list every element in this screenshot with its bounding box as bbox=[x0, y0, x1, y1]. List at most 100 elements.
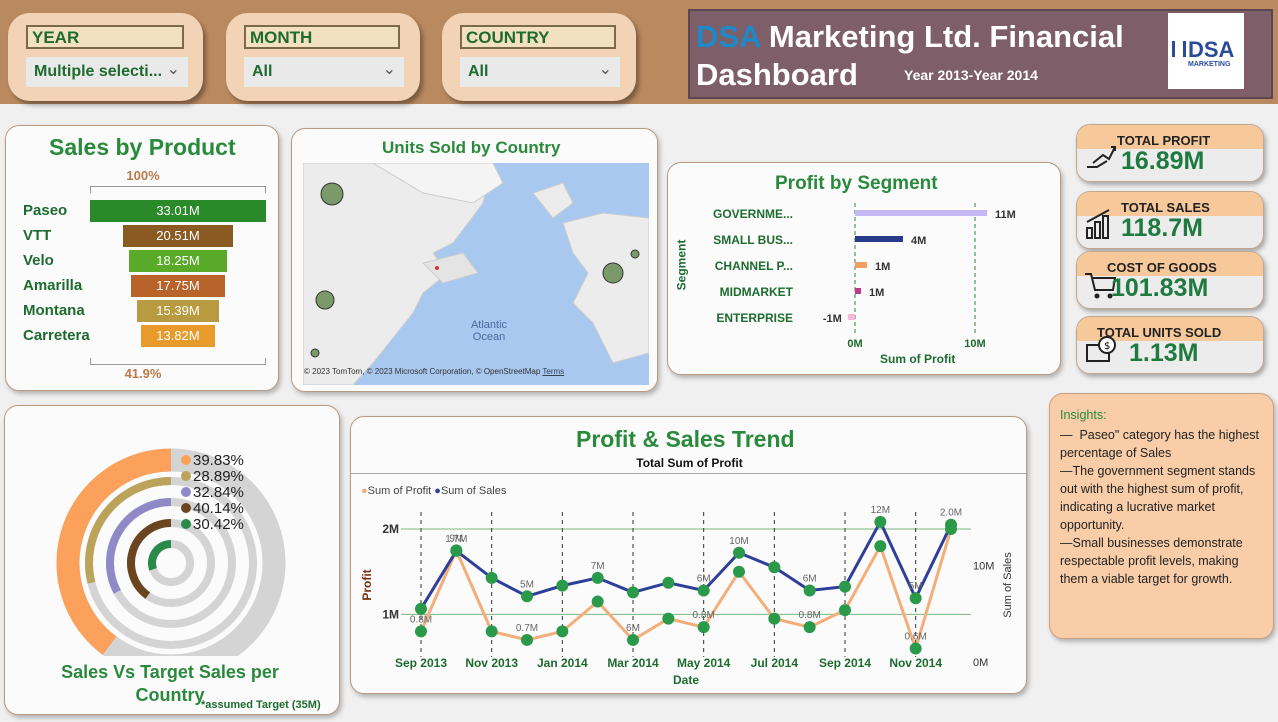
ring-bar[interactable] bbox=[85, 477, 172, 584]
kpi-total-profit: TOTAL PROFIT 16.89M bbox=[1076, 124, 1264, 182]
legend-sales-label: Sum of Sales bbox=[440, 485, 507, 497]
trend-point[interactable] bbox=[485, 571, 498, 584]
segment-label: ENTERPRISE bbox=[716, 311, 793, 325]
trend-point[interactable] bbox=[909, 642, 922, 655]
year-slicer-label: YEAR bbox=[26, 25, 184, 49]
map-bubble[interactable] bbox=[315, 290, 335, 310]
ring-bar[interactable] bbox=[127, 519, 172, 599]
trend-subtitle: Total Sum of Profit bbox=[636, 456, 743, 470]
trend-point[interactable] bbox=[768, 561, 781, 574]
trend-point[interactable] bbox=[485, 625, 498, 638]
segment-bar[interactable] bbox=[855, 236, 903, 242]
trend-point[interactable] bbox=[839, 580, 851, 593]
insights-panel: Insights: — Paseo" category has the high… bbox=[1049, 393, 1274, 639]
insight-line: —Small businesses demonstrate respectabl… bbox=[1060, 536, 1243, 586]
trend-point[interactable] bbox=[415, 625, 427, 638]
trend-point[interactable] bbox=[627, 633, 639, 646]
trend-point[interactable] bbox=[803, 621, 816, 634]
trend-point[interactable] bbox=[591, 595, 604, 608]
ring-bar[interactable] bbox=[148, 540, 172, 571]
legend-profit-label: Sum of Profit bbox=[367, 485, 432, 497]
funnel-bar[interactable]: 33.01M bbox=[90, 200, 266, 222]
dashboard-subtitle: Year 2013-Year 2014 bbox=[904, 67, 1038, 83]
insight-line: —The government segment stands out with … bbox=[1060, 464, 1256, 532]
trend-point[interactable] bbox=[768, 612, 781, 625]
trend-point[interactable] bbox=[450, 544, 463, 557]
canada-flag-icon bbox=[181, 471, 191, 481]
title-box: DSA Marketing Ltd. Financial Dashboard Y… bbox=[688, 9, 1273, 99]
map-bubble[interactable] bbox=[630, 249, 640, 259]
funnel-bar[interactable]: 18.25M bbox=[129, 250, 227, 272]
trend-point[interactable] bbox=[627, 586, 639, 599]
trend-point[interactable] bbox=[733, 546, 745, 559]
trend-point[interactable] bbox=[697, 621, 710, 634]
trend-data-label: 7M bbox=[591, 561, 605, 572]
map-ocean-label: Atlantic Ocean bbox=[470, 319, 508, 343]
segment-value-label: 11M bbox=[995, 209, 1016, 221]
map-terms-link[interactable]: Terms bbox=[542, 367, 565, 376]
map-title: Units Sold by Country bbox=[382, 138, 561, 157]
trend-point[interactable] bbox=[945, 518, 957, 531]
mexico-flag-icon bbox=[181, 503, 191, 513]
ring-pct: 39.83% bbox=[193, 452, 244, 469]
segment-bar[interactable] bbox=[855, 210, 987, 216]
trend-data-label: 5M bbox=[909, 581, 923, 592]
funnel-bar[interactable]: 13.82M bbox=[141, 325, 215, 347]
radial-bar-chart bbox=[56, 448, 286, 656]
trend-point[interactable] bbox=[662, 612, 675, 625]
ring-bar[interactable] bbox=[106, 498, 172, 594]
country-dropdown[interactable]: All ⌄ bbox=[460, 57, 620, 87]
kpi-band bbox=[1077, 125, 1263, 149]
kpi-total-sales: TOTAL SALES 118.7M bbox=[1076, 191, 1264, 249]
trend-point[interactable] bbox=[591, 571, 604, 584]
funnel-label: Paseo bbox=[23, 202, 68, 219]
month-dropdown[interactable]: All ⌄ bbox=[244, 57, 404, 87]
funnel-top-bracket bbox=[90, 186, 266, 193]
segment-bar[interactable] bbox=[847, 314, 855, 320]
map[interactable] bbox=[303, 163, 649, 385]
trend-point[interactable] bbox=[415, 602, 427, 615]
profit-sales-trend-card: Profit & Sales Trend Total Sum of Profit… bbox=[350, 416, 1028, 694]
trend-point[interactable] bbox=[697, 584, 710, 597]
trend-point[interactable] bbox=[803, 584, 816, 597]
funnel-bar[interactable]: 15.39M bbox=[136, 300, 220, 322]
segment-value-label: 1M bbox=[875, 261, 890, 273]
kpi-value: 118.7M bbox=[1121, 214, 1204, 242]
trend-point[interactable] bbox=[909, 592, 922, 605]
dashboard-title: DSA Marketing Ltd. Financial bbox=[696, 19, 1124, 55]
segment-x-tick: 0M bbox=[847, 338, 862, 350]
trend-point[interactable] bbox=[521, 590, 533, 603]
trend-point[interactable] bbox=[662, 576, 675, 589]
map-bubble[interactable] bbox=[320, 182, 344, 206]
logo-bars-icon bbox=[1172, 41, 1186, 57]
trend-divider bbox=[351, 473, 1028, 474]
legend-sales-dot: ● bbox=[434, 485, 441, 497]
trend-point[interactable] bbox=[521, 633, 533, 646]
trend-data-label: 5M bbox=[520, 579, 534, 590]
trend-point[interactable] bbox=[556, 625, 569, 638]
germany-flag-icon bbox=[181, 487, 191, 497]
trend-point[interactable] bbox=[874, 515, 887, 528]
segment-bar[interactable] bbox=[855, 288, 861, 294]
funnel-bar[interactable]: 17.75M bbox=[130, 275, 226, 297]
map-bubble[interactable] bbox=[602, 262, 624, 284]
sales-chart-icon bbox=[1086, 209, 1110, 239]
dashboard-title-line2: Dashboard bbox=[696, 57, 858, 92]
company-logo: DSA MARKETING bbox=[1168, 13, 1244, 89]
ring-label: 40.14% bbox=[181, 500, 244, 517]
trend-point[interactable] bbox=[733, 565, 745, 578]
funnel-bar[interactable]: 20.51M bbox=[123, 225, 233, 247]
ring-pct: 28.89% bbox=[193, 468, 244, 485]
trend-data-label: 6M bbox=[697, 573, 711, 584]
segment-bar[interactable] bbox=[855, 262, 867, 268]
trend-point[interactable] bbox=[839, 604, 851, 617]
kpi-label: TOTAL UNITS SOLD bbox=[1097, 325, 1222, 340]
segment-x-tick: 10M bbox=[964, 338, 985, 350]
segment-title: Profit by Segment bbox=[775, 173, 938, 194]
ring-bar[interactable] bbox=[56, 448, 172, 655]
trend-point[interactable] bbox=[556, 579, 569, 592]
trend-point[interactable] bbox=[874, 540, 887, 553]
funnel-bottom-percent: 41.9% bbox=[124, 366, 162, 381]
map-bubble[interactable] bbox=[310, 348, 320, 358]
year-dropdown[interactable]: Multiple selecti... ⌄ bbox=[26, 57, 188, 87]
